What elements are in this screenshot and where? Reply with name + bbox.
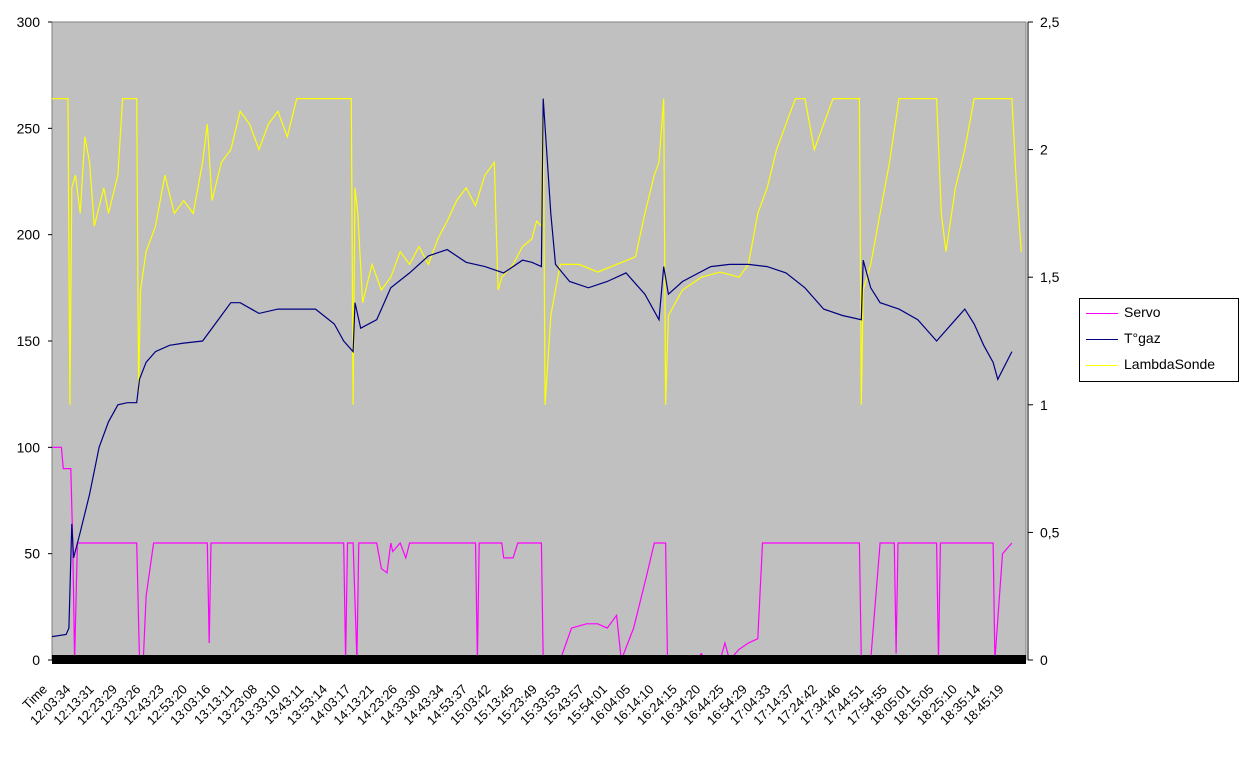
legend-swatch-lambdasonde — [1086, 365, 1118, 366]
x-axis: Time12:03:3412:13:3112:23:2912:33:2612:4… — [19, 682, 1006, 728]
plot-area — [51, 21, 1027, 661]
left-tick-label: 150 — [17, 333, 41, 349]
legend-item-lambdasonde: LambdaSonde — [1086, 356, 1236, 376]
legend-label-tgaz: T°gaz — [1124, 330, 1161, 346]
right-tick-label: 0 — [1040, 652, 1048, 668]
left-tick-label: 50 — [24, 546, 40, 562]
legend-label-servo: Servo — [1124, 304, 1161, 320]
right-tick-label: 1,5 — [1040, 269, 1060, 285]
legend-label-lambdasonde: LambdaSonde — [1124, 356, 1216, 372]
left-tick-label: 100 — [17, 439, 41, 455]
left-tick-label: 0 — [32, 652, 40, 668]
left-y-axis: 0 50 100 150 200 250 300 — [17, 14, 52, 668]
series-line-lambdasonde — [52, 97, 1022, 405]
x-axis-baseline — [52, 655, 1026, 664]
legend-item-tgaz: T°gaz — [1086, 330, 1236, 350]
legend-item-servo: Servo — [1086, 304, 1236, 324]
left-tick-label: 200 — [17, 227, 41, 243]
right-tick-label: 0,5 — [1040, 524, 1060, 540]
left-tick-label: 250 — [17, 120, 41, 136]
legend: Servo T°gaz LambdaSonde — [1079, 298, 1239, 382]
right-y-axis: 0 0,5 1 1,5 2 2,5 — [1027, 14, 1060, 668]
right-tick-label: 2,5 — [1040, 14, 1060, 30]
series-layer — [51, 97, 1022, 662]
left-tick-label: 300 — [17, 14, 41, 30]
series-line-servo — [52, 446, 1013, 662]
legend-swatch-servo — [1086, 313, 1118, 314]
series-line-tgaz — [51, 98, 1013, 638]
right-tick-label: 2 — [1040, 142, 1048, 158]
legend-swatch-tgaz — [1086, 339, 1118, 340]
right-tick-label: 1 — [1040, 397, 1048, 413]
